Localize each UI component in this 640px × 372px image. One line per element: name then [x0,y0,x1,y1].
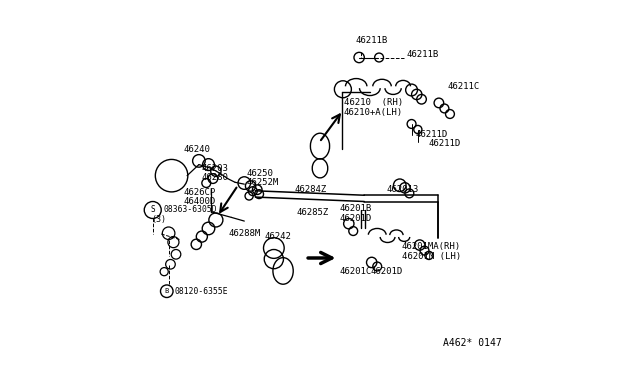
Text: 46210  (RH): 46210 (RH) [344,99,403,108]
Text: 4626CP: 4626CP [184,188,216,197]
Text: 46201M (LH): 46201M (LH) [402,251,461,261]
Text: B: B [164,288,169,294]
Text: 46280: 46280 [201,173,228,182]
Text: 46252M: 46252M [246,178,278,187]
Text: 46201B: 46201B [340,204,372,214]
Text: 46250: 46250 [246,169,273,177]
Text: 46400D: 46400D [184,197,216,206]
Text: 46203: 46203 [201,164,228,173]
Text: 46211B: 46211B [355,36,387,45]
Text: 46242: 46242 [264,232,291,241]
Text: 08363-6305D: 08363-6305D [163,205,217,215]
Text: A462* 0147: A462* 0147 [443,338,501,348]
Text: 46285Z: 46285Z [296,208,328,217]
Text: 46211D: 46211D [429,139,461,148]
Text: 46211C: 46211C [447,82,479,91]
Text: (3): (3) [151,215,166,224]
Text: 46201MA(RH): 46201MA(RH) [402,243,461,251]
Text: 46211B: 46211B [407,51,439,60]
Text: S: S [150,205,155,215]
Text: 46288M: 46288M [228,229,260,238]
Text: 462013: 462013 [387,185,419,194]
Text: 46201C: 46201C [340,267,372,276]
Text: 46201D: 46201D [340,214,372,222]
Text: 46284Z: 46284Z [294,185,326,194]
Text: 46201D: 46201D [371,267,403,276]
Text: 08120-6355E: 08120-6355E [175,287,228,296]
Text: 46240: 46240 [184,145,211,154]
Text: 46210+A(LH): 46210+A(LH) [344,108,403,117]
Text: 46211D: 46211D [416,130,448,139]
